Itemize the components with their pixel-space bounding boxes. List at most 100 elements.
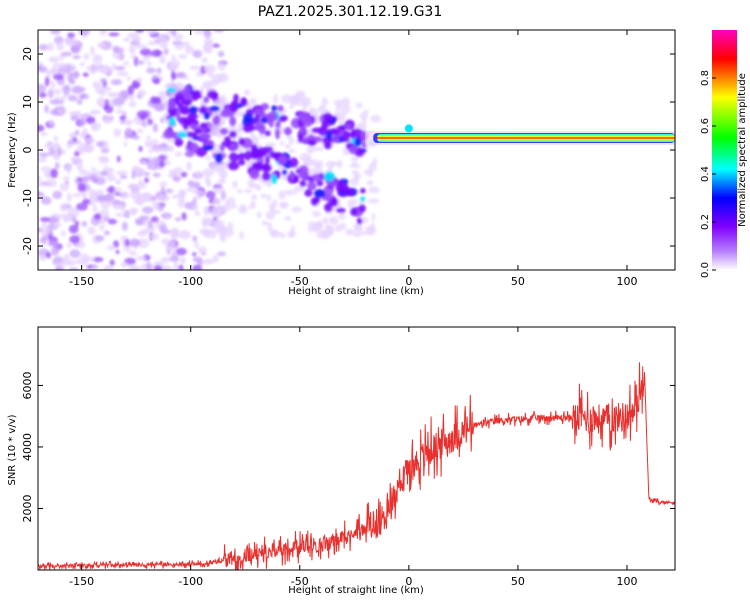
heatmap-blob bbox=[140, 228, 150, 235]
heatmap-blob bbox=[146, 30, 158, 35]
heatmap-blob bbox=[39, 216, 50, 222]
heatmap-blob bbox=[219, 143, 225, 152]
heatmap-blob bbox=[103, 230, 111, 236]
heatmap-blob bbox=[145, 261, 152, 270]
heatmap-blob bbox=[206, 180, 212, 188]
heatmap-blob bbox=[213, 30, 225, 33]
heatmap-blob bbox=[179, 256, 186, 264]
heatmap-blob bbox=[82, 144, 95, 153]
heatmap-blob bbox=[100, 200, 110, 210]
heatmap-blob bbox=[355, 102, 363, 109]
heatmap-blob bbox=[272, 199, 278, 207]
heatmap-blob bbox=[53, 135, 59, 142]
heatmap-blob bbox=[70, 44, 81, 54]
heatmap-blob bbox=[169, 116, 176, 127]
heatmap-blob bbox=[227, 161, 240, 171]
heatmap-blob bbox=[192, 264, 202, 270]
heatmap-blob bbox=[213, 219, 225, 226]
heatmap-blob bbox=[88, 188, 96, 199]
heatmap-blob bbox=[183, 85, 192, 94]
heatmap-blob bbox=[153, 77, 161, 85]
heatmap-blob bbox=[40, 226, 52, 237]
heatmap-blob bbox=[212, 206, 224, 212]
heatmap-blob bbox=[146, 61, 152, 67]
heatmap-blob bbox=[99, 30, 107, 36]
heatmap-blob bbox=[178, 229, 191, 240]
heatmap-blob bbox=[289, 157, 299, 168]
heatmap-blob bbox=[192, 256, 203, 263]
heatmap-blob bbox=[260, 193, 268, 199]
spectrogram-xtick-label: -100 bbox=[178, 275, 203, 288]
heatmap-blob bbox=[323, 202, 333, 213]
heatmap-blob bbox=[69, 249, 81, 258]
heatmap-blob bbox=[48, 119, 54, 127]
heatmap-blob bbox=[325, 131, 333, 140]
heatmap-blob bbox=[136, 128, 143, 134]
heatmap-blob bbox=[56, 42, 65, 51]
heatmap-blob bbox=[247, 178, 255, 188]
heatmap-blob bbox=[277, 105, 284, 112]
chart-title: PAZ1.2025.301.12.19.G31 bbox=[258, 4, 443, 20]
heatmap-blob bbox=[52, 73, 64, 80]
snr-xtick-label: -100 bbox=[178, 575, 203, 588]
heatmap-blob bbox=[39, 255, 47, 262]
heatmap-blob bbox=[90, 122, 102, 132]
heatmap-blob bbox=[111, 63, 117, 71]
heatmap-blob bbox=[87, 226, 96, 235]
heatmap-blob bbox=[251, 161, 264, 168]
heatmap-blob bbox=[62, 257, 71, 265]
heatmap-blob bbox=[160, 229, 172, 234]
heatmap-blob bbox=[212, 254, 219, 263]
heatmap-blob bbox=[354, 173, 362, 180]
heatmap-blob bbox=[86, 65, 93, 72]
spectrogram-xtick-label: 50 bbox=[511, 275, 525, 288]
heatmap-blob bbox=[306, 144, 315, 155]
heatmap-blob bbox=[94, 169, 99, 179]
heatmap-blob bbox=[236, 189, 243, 194]
heatmap-blob bbox=[275, 128, 281, 140]
heatmap-blob bbox=[363, 109, 369, 115]
heatmap-blob bbox=[127, 183, 139, 190]
heatmap-blob bbox=[47, 89, 54, 99]
spectrogram-ytick-label: 20 bbox=[21, 47, 34, 61]
heatmap-blob bbox=[40, 131, 48, 137]
heatmap-blob bbox=[84, 137, 96, 144]
heatmap-blob bbox=[135, 44, 148, 49]
heatmap-blob bbox=[93, 213, 102, 220]
heatmap-blob bbox=[156, 36, 167, 42]
heatmap-blob bbox=[238, 152, 246, 160]
heatmap-blob bbox=[270, 174, 277, 185]
heatmap-blob bbox=[361, 230, 374, 236]
heatmap-blob bbox=[128, 44, 137, 54]
heatmap-blob bbox=[112, 97, 125, 106]
heatmap-blob bbox=[59, 182, 69, 192]
heatmap-blob bbox=[321, 121, 328, 131]
heatmap-blob bbox=[184, 46, 195, 54]
colorbar-tick-label: 0.6 bbox=[700, 118, 711, 134]
heatmap-blob bbox=[202, 168, 215, 177]
heatmap-blob bbox=[203, 112, 211, 120]
heatmap-blob bbox=[119, 174, 128, 180]
heatmap-blob bbox=[251, 194, 258, 201]
heatmap-blob bbox=[199, 132, 211, 140]
heatmap-blob bbox=[114, 47, 125, 54]
heatmap-blob bbox=[187, 113, 199, 120]
heatmap-blob bbox=[67, 207, 80, 218]
heatmap-blob bbox=[170, 230, 180, 240]
heatmap-blob bbox=[264, 155, 270, 166]
heatmap-blob bbox=[211, 91, 219, 101]
heatmap-blob bbox=[48, 146, 56, 156]
heatmap-blob bbox=[38, 190, 41, 196]
heatmap-blob bbox=[137, 238, 150, 249]
heatmap-blob bbox=[258, 146, 264, 157]
snr-ytick-label: 4000 bbox=[21, 433, 34, 461]
heatmap-blob bbox=[291, 206, 302, 213]
heatmap-blob bbox=[59, 62, 67, 70]
heatmap-blob bbox=[38, 124, 45, 132]
heatmap-blob bbox=[79, 169, 88, 176]
heatmap-blob bbox=[73, 151, 80, 157]
heatmap-blob bbox=[334, 224, 342, 233]
heatmap-blob bbox=[292, 94, 300, 100]
heatmap-blob bbox=[71, 216, 77, 223]
heatmap-blob bbox=[238, 205, 248, 214]
